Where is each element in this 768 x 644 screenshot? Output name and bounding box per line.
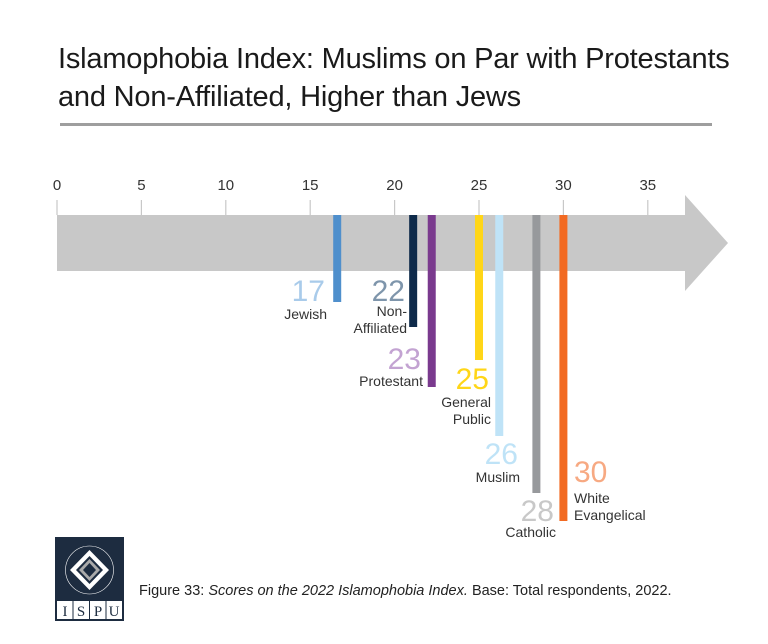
value-label: 22 <box>371 275 405 308</box>
category-label-line: General <box>441 394 491 410</box>
bar-white-evangelical <box>559 215 568 521</box>
category-label: Protestant <box>359 373 423 390</box>
category-label-line: Jewish <box>284 306 327 322</box>
value-label: 25 <box>455 363 489 396</box>
category-label: Catholic <box>505 524 556 541</box>
category-label: Jewish <box>284 306 327 323</box>
category-label: White Evangelical <box>574 490 646 524</box>
category-label-line: Muslim <box>475 469 520 485</box>
category-label-line: White <box>574 490 610 506</box>
bar-general-public <box>475 215 483 360</box>
chart-title: Islamophobia Index: Muslims on Par with … <box>58 43 730 113</box>
value-label: 30 <box>574 456 608 489</box>
category-label: Muslim <box>476 469 520 486</box>
figure-caption: Figure 33: Scores on the 2022 Islamophob… <box>139 582 699 600</box>
tick-label: 0 <box>53 177 61 194</box>
tick-label: 25 <box>471 177 488 194</box>
category-label-line: Non- <box>376 303 407 319</box>
svg-text:P: P <box>94 604 102 620</box>
bar-jewish <box>333 215 342 302</box>
category-label: Non- Affiliated <box>354 303 407 337</box>
value-label: 28 <box>520 495 554 528</box>
tick-label: 15 <box>302 177 319 194</box>
caption-prefix: Figure 33: <box>139 583 205 599</box>
title-divider <box>60 123 712 126</box>
svg-text:S: S <box>77 604 85 620</box>
caption-rest: Base: Total respondents, 2022. <box>471 583 672 599</box>
category-label-line: Public <box>452 411 491 427</box>
category-label-line: Affiliated <box>353 320 407 336</box>
bar-muslim <box>495 215 504 436</box>
bar-catholic <box>532 215 541 493</box>
tick-label: 10 <box>217 177 234 194</box>
tick-label: 30 <box>555 177 572 194</box>
tick-label: 35 <box>639 177 656 194</box>
bar-non-affiliated <box>409 215 418 327</box>
tick-label: 5 <box>137 177 145 194</box>
svg-text:U: U <box>109 604 120 620</box>
caption-italic: Scores on the 2022 Islamophobia Index. <box>208 583 468 599</box>
category-label-line: Protestant <box>359 373 423 389</box>
value-label: 23 <box>387 343 421 376</box>
category-label: General Public <box>441 394 491 428</box>
value-label: 26 <box>484 438 518 471</box>
svg-text:I: I <box>63 604 68 620</box>
category-label-line: Evangelical <box>574 507 646 523</box>
value-label: 17 <box>291 275 325 308</box>
tick-label: 20 <box>386 177 403 194</box>
category-label-line: Catholic <box>505 524 556 540</box>
bar-protestant <box>427 215 436 387</box>
